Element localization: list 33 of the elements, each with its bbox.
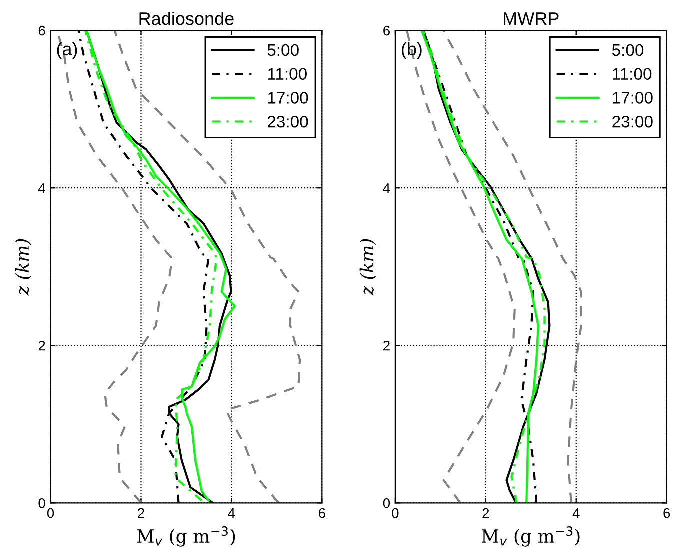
y-axis-title: z (km) xyxy=(15,239,32,296)
annotation: (a) xyxy=(57,42,78,60)
legend-label: 23:00 xyxy=(268,116,308,128)
x-tick-label: 6 xyxy=(664,508,670,518)
x-axis-title: M$_{v}$ (g m$^{−3}$) xyxy=(482,526,580,547)
legend-label: 11:00 xyxy=(613,68,652,80)
legend-label: 17:00 xyxy=(268,92,308,104)
legend-label: 5:00 xyxy=(268,44,299,56)
x-tick-label: 0 xyxy=(392,508,399,518)
y-tick-label: 6 xyxy=(384,26,390,36)
chart-title: MWRP xyxy=(504,12,559,26)
y-tick-label: 4 xyxy=(38,184,46,194)
x-tick-label: 0 xyxy=(47,508,54,518)
x-tick-label: 4 xyxy=(572,508,580,518)
y-tick-label: 4 xyxy=(383,184,390,194)
y-tick-label: 2 xyxy=(384,340,390,351)
y-tick-label: 2 xyxy=(38,340,46,351)
legend-label: 23:00 xyxy=(612,116,653,128)
x-tick-label: 6 xyxy=(319,508,326,518)
chart-title: Radiosonde xyxy=(140,12,234,26)
annotation: (b) xyxy=(402,42,422,60)
x-tick-label: 2 xyxy=(482,508,490,518)
line-series xyxy=(442,30,582,504)
legend-label: 11:00 xyxy=(268,68,307,80)
legend-label: 5:00 xyxy=(612,44,644,56)
y-tick-label: 6 xyxy=(38,26,46,36)
y-tick-label: 0 xyxy=(383,498,390,508)
x-tick-label: 2 xyxy=(138,508,144,518)
x-tick-label: 4 xyxy=(228,508,236,518)
y-tick-label: 0 xyxy=(38,498,46,508)
x-axis-title: M$_{v}$ (g m$^{−3}$) xyxy=(137,526,236,547)
legend-label: 17:00 xyxy=(613,92,653,104)
y-axis-title: z (km) xyxy=(360,239,376,296)
